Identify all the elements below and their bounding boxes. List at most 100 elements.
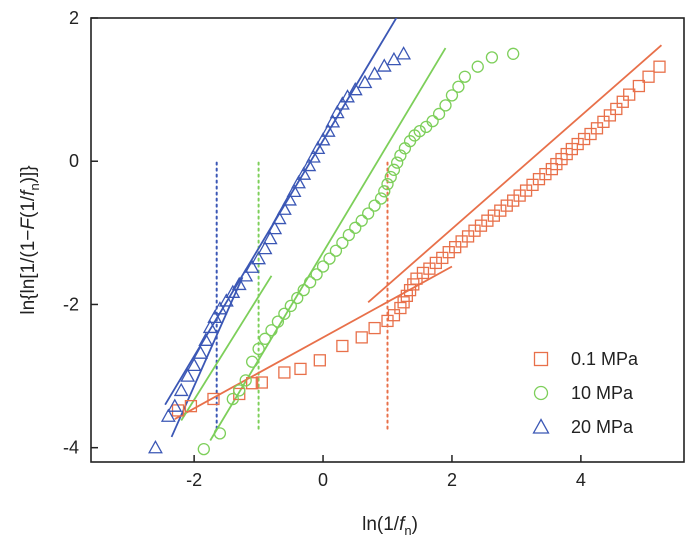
axis-ticks: -2 0 2 4 -4 -2 0 2 <box>63 8 586 490</box>
point-10-mpa <box>258 332 272 345</box>
point-20-mpa <box>276 201 292 215</box>
point-10-mpa <box>384 170 397 184</box>
legend-marker-10-mpa <box>533 385 549 401</box>
point-20-mpa <box>231 276 247 291</box>
legend-label-20-mpa: 20 MPa <box>571 417 634 437</box>
data-points <box>148 46 666 456</box>
point-20-mpa <box>225 284 241 298</box>
point-0-1-mpa <box>642 70 655 83</box>
point-20-mpa <box>207 309 223 324</box>
series-10-mpa <box>197 47 520 456</box>
series-0-1-mpa <box>171 60 666 417</box>
point-10-mpa <box>245 355 259 368</box>
point-10-mpa <box>278 307 291 320</box>
point-0-1-mpa <box>610 102 623 116</box>
point-0-1-mpa <box>184 399 198 413</box>
point-10-mpa <box>394 149 407 162</box>
point-0-1-mpa <box>278 366 291 379</box>
point-20-mpa <box>325 114 341 128</box>
legend-marker-20-mpa <box>532 418 550 434</box>
point-20-mpa <box>396 46 412 60</box>
point-10-mpa <box>329 244 343 257</box>
point-10-mpa <box>432 107 446 121</box>
point-20-mpa <box>367 66 383 80</box>
point-10-mpa <box>378 185 391 198</box>
point-0-1-mpa <box>603 109 617 122</box>
point-20-mpa <box>148 440 163 454</box>
point-10-mpa <box>387 163 401 176</box>
point-0-1-mpa <box>368 321 381 335</box>
legend-label-0-1-mpa: 0.1 MPa <box>571 349 639 369</box>
point-20-mpa <box>238 268 254 282</box>
point-20-mpa <box>376 58 392 72</box>
point-20-mpa <box>244 259 260 273</box>
point-0-1-mpa <box>294 362 307 376</box>
point-0-1-mpa <box>336 339 349 353</box>
point-10-mpa <box>226 392 239 406</box>
point-20-mpa <box>180 368 196 382</box>
point-0-1-mpa <box>245 377 259 390</box>
point-10-mpa <box>297 283 310 297</box>
point-20-mpa <box>301 157 317 172</box>
point-20-mpa <box>282 192 297 206</box>
point-10-mpa <box>413 124 426 138</box>
point-20-mpa <box>173 382 189 397</box>
x-tick-label: -2 <box>186 470 202 490</box>
fit-line-0-1-mpa-1 <box>174 265 453 420</box>
point-0-1-mpa <box>397 296 410 309</box>
point-10-mpa <box>342 228 355 242</box>
point-20-mpa <box>202 319 218 334</box>
point-10-mpa <box>349 221 362 234</box>
y-tick-label: -4 <box>63 438 79 458</box>
x-tick-label: 4 <box>576 470 586 490</box>
point-20-mpa <box>160 408 176 422</box>
point-0-1-mpa <box>207 392 220 406</box>
point-10-mpa <box>471 60 484 73</box>
point-0-1-mpa <box>590 122 604 135</box>
point-20-mpa <box>198 332 214 346</box>
point-0-1-mpa <box>313 354 326 367</box>
point-20-mpa <box>315 132 331 146</box>
legend-item-0-1-mpa: 0.1 MPa <box>533 349 639 369</box>
point-10-mpa <box>304 276 317 289</box>
point-20-mpa <box>310 140 326 155</box>
point-20-mpa <box>286 183 302 198</box>
point-20-mpa <box>347 81 363 96</box>
point-20-mpa <box>334 96 350 110</box>
point-0-1-mpa <box>616 95 629 108</box>
point-20-mpa <box>212 301 228 315</box>
series-20-mpa <box>148 46 412 454</box>
point-10-mpa <box>452 80 465 93</box>
x-tick-label: 2 <box>447 470 457 490</box>
point-10-mpa <box>381 177 394 191</box>
legend-item-20-mpa: 20 MPa <box>532 417 634 437</box>
point-10-mpa <box>291 291 304 305</box>
point-0-1-mpa <box>416 266 430 280</box>
point-20-mpa <box>305 149 321 163</box>
point-20-mpa <box>271 210 287 225</box>
point-10-mpa <box>362 207 375 220</box>
point-0-1-mpa <box>653 60 666 73</box>
point-20-mpa <box>291 175 306 189</box>
point-20-mpa <box>267 220 283 235</box>
point-20-mpa <box>262 230 278 245</box>
point-10-mpa <box>197 442 210 456</box>
legend: 0.1 MPa 10 MPa 20 MPa <box>532 349 639 437</box>
point-0-1-mpa <box>255 376 268 389</box>
point-10-mpa <box>445 89 459 102</box>
point-0-1-mpa <box>597 115 610 128</box>
point-10-mpa <box>316 260 330 273</box>
point-20-mpa <box>257 240 273 255</box>
legend-marker-0-1-mpa <box>533 351 549 367</box>
point-10-mpa <box>507 47 520 60</box>
point-0-1-mpa <box>355 331 368 344</box>
point-10-mpa <box>458 70 471 83</box>
point-10-mpa <box>439 99 452 112</box>
point-10-mpa <box>271 315 285 328</box>
point-0-1-mpa <box>387 309 401 322</box>
point-10-mpa <box>310 268 323 281</box>
point-10-mpa <box>323 252 336 265</box>
point-10-mpa <box>368 199 381 212</box>
point-10-mpa <box>239 374 252 387</box>
